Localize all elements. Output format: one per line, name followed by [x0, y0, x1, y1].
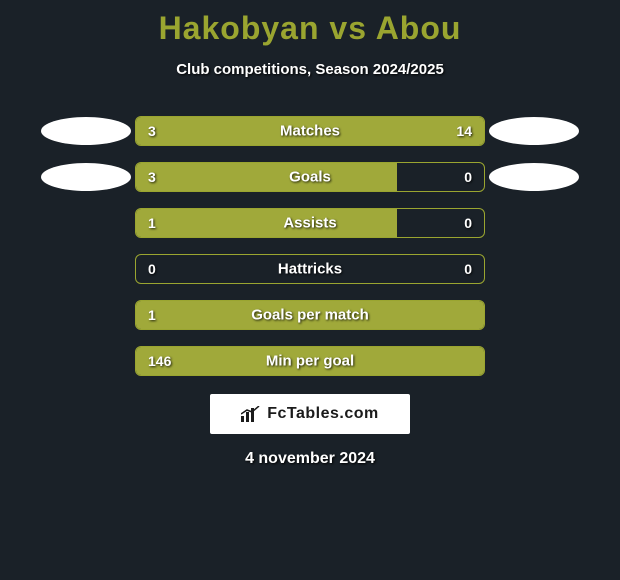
team-logo-left: [41, 163, 131, 191]
stat-value-right: 0: [464, 169, 472, 185]
stat-label: Matches: [280, 123, 340, 140]
stat-value-left: 3: [148, 169, 156, 185]
stat-row: 3 0 Goals: [0, 154, 620, 200]
watermark-badge: FcTables.com: [210, 394, 410, 434]
stat-value-left: 0: [148, 261, 156, 277]
stat-row: 146 Min per goal: [0, 338, 620, 384]
stat-value-left: 3: [148, 123, 156, 139]
stat-label: Goals: [289, 169, 331, 186]
bar-left-fill: [136, 209, 397, 237]
stat-value-left: 1: [148, 215, 156, 231]
stat-value-left: 146: [148, 353, 171, 369]
stat-value-right: 0: [464, 261, 472, 277]
stat-label: Hattricks: [278, 261, 342, 278]
bar-left-fill: [136, 117, 197, 145]
stat-bar: 3 14 Matches: [135, 116, 485, 146]
left-logo-slot: [37, 163, 135, 191]
watermark-text: FcTables.com: [267, 405, 379, 423]
bar-right-fill: [197, 117, 484, 145]
stat-label: Goals per match: [251, 307, 369, 324]
chart-icon: [241, 406, 261, 422]
stat-row: 1 Goals per match: [0, 292, 620, 338]
stat-bar: 0 0 Hattricks: [135, 254, 485, 284]
team-logo-right: [489, 117, 579, 145]
bar-left-fill: [136, 163, 397, 191]
stat-bar: 146 Min per goal: [135, 346, 485, 376]
stat-row: 3 14 Matches: [0, 108, 620, 154]
team-logo-right: [489, 163, 579, 191]
page-title: Hakobyan vs Abou: [0, 0, 620, 47]
team-logo-left: [41, 117, 131, 145]
stat-label: Assists: [283, 215, 336, 232]
stat-bar: 1 Goals per match: [135, 300, 485, 330]
stat-value-left: 1: [148, 307, 156, 323]
stat-row: 0 0 Hattricks: [0, 246, 620, 292]
stat-bar: 3 0 Goals: [135, 162, 485, 192]
stat-label: Min per goal: [266, 353, 354, 370]
stat-value-right: 14: [456, 123, 472, 139]
date-label: 4 november 2024: [0, 450, 620, 468]
left-logo-slot: [37, 117, 135, 145]
stat-bar: 1 0 Assists: [135, 208, 485, 238]
comparison-chart: 3 14 Matches 3 0 Goals 1 0 Assists 0 0 Hattricks 1 Go…: [0, 108, 620, 384]
stat-value-right: 0: [464, 215, 472, 231]
subtitle: Club competitions, Season 2024/2025: [0, 61, 620, 78]
right-logo-slot: [485, 163, 583, 191]
stat-row: 1 0 Assists: [0, 200, 620, 246]
right-logo-slot: [485, 117, 583, 145]
